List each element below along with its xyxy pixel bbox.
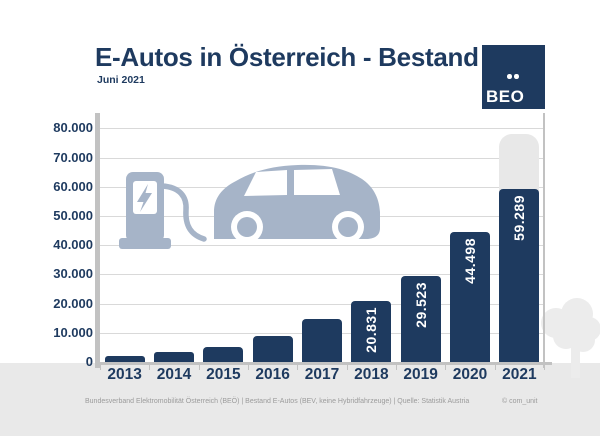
y-tick-label-70.000: 70.000 [53, 149, 93, 165]
x-label-2019: 2019 [403, 366, 438, 383]
page-title: E-Autos in Österreich - Bestand [95, 42, 479, 72]
x-label-2018: 2018 [354, 366, 389, 383]
gridline-20000 [100, 303, 544, 305]
bar-value-label: 20.831 [363, 307, 380, 354]
gridline-30000 [100, 274, 544, 276]
y-tick-label-30.000: 30.000 [53, 266, 93, 282]
x-axis-tick [198, 365, 200, 370]
rear-window [294, 169, 340, 195]
charging-cable [159, 183, 207, 242]
y-tick-label-40.000: 40.000 [53, 237, 93, 253]
credit-note: © com_unit [502, 398, 538, 405]
bar-2019: 29.523 [400, 275, 441, 362]
bar-value-label: 29.523 [412, 281, 429, 328]
beo-logo: BEO [482, 45, 545, 109]
rear-wheel-icon [338, 217, 358, 237]
windshield-window [244, 170, 287, 196]
logo-text: BEO [486, 87, 525, 106]
x-axis-tick [544, 365, 545, 370]
bar-2013 [104, 356, 145, 362]
y-tick-label-10.000: 10.000 [53, 324, 93, 340]
x-axis-tick [494, 365, 496, 370]
y-axis-line [95, 113, 100, 368]
x-axis-tick [248, 365, 249, 370]
lightning-bolt-icon [137, 184, 152, 212]
right-border-line [543, 113, 545, 368]
gridline-70000 [100, 157, 544, 159]
x-label-2021: 2021 [502, 366, 537, 383]
page-subtitle: Juni 2021 [97, 74, 145, 86]
y-tick-label-50.000: 50.000 [53, 208, 93, 223]
y-tick-label-0: 0 [85, 354, 93, 369]
car-silhouette-icon [214, 164, 380, 243]
bar-2017 [302, 319, 342, 362]
bar-value-label: 44.498 [462, 238, 478, 284]
x-axis-tick [396, 365, 397, 370]
source-note: Bundesverband Elektromobilität Österreic… [85, 398, 470, 405]
bar-2015 [203, 347, 244, 362]
bar-2014 [154, 352, 194, 362]
x-axis-line [95, 362, 552, 365]
logo-umlaut-dots-icon [507, 74, 521, 80]
bottom-band [0, 363, 600, 436]
ev-charging-car-icon [119, 164, 380, 249]
x-axis-tick [100, 365, 101, 370]
x-label-2013: 2013 [107, 366, 142, 383]
gridline-80000 [100, 128, 544, 130]
bar-2021: 59.289 [499, 188, 540, 362]
tree-icon [541, 298, 600, 378]
x-label-2016: 2016 [255, 366, 290, 383]
y-tick-label-20.000: 20.000 [53, 295, 93, 311]
x-label-2017: 2017 [304, 366, 340, 383]
x-axis-tick [346, 365, 348, 370]
x-axis-tick [297, 365, 299, 370]
gridline-40000 [100, 245, 544, 247]
bar-value-label: 59.289 [511, 194, 528, 241]
x-axis-tick [149, 365, 151, 370]
front-wheel-icon [237, 217, 257, 237]
bar-2018: 20.831 [351, 301, 392, 362]
x-label-2015: 2015 [206, 366, 241, 383]
bar-2020: 44.498 [450, 232, 490, 362]
y-tick-label-80.000: 80.000 [53, 120, 93, 136]
x-label-2014: 2014 [156, 366, 192, 383]
y-tick-label-60.000: 60.000 [53, 178, 93, 194]
charging-station-icon [119, 172, 207, 249]
x-axis-tick [445, 365, 447, 370]
x-label-2020: 2020 [452, 366, 488, 383]
bar-2016 [252, 335, 293, 362]
